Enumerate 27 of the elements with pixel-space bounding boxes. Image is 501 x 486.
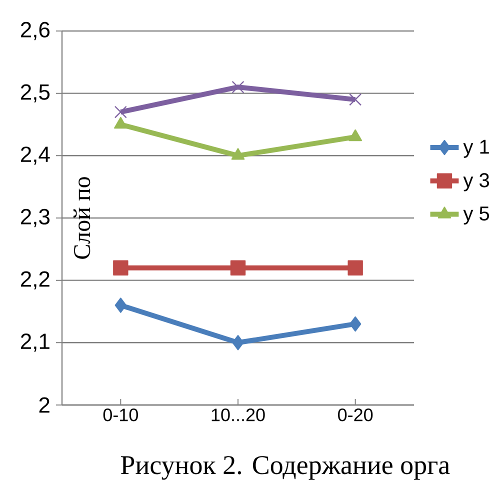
point (349, 316, 362, 332)
point (114, 298, 127, 313)
point (113, 260, 128, 276)
x-tick-label: 0-10 (103, 408, 138, 422)
y-tick-label: 2,6 (21, 22, 50, 40)
point (114, 106, 127, 118)
y-tick-label: 2,4 (21, 146, 50, 165)
point (232, 80, 244, 94)
point (232, 335, 244, 350)
point (348, 260, 363, 276)
x-tick-label: 10...20 (212, 408, 265, 422)
y-tick-label: 2,5 (21, 84, 50, 102)
legend-label: у 3 (463, 173, 489, 192)
point (231, 148, 245, 160)
point (348, 129, 362, 142)
y-axis-title: Слой по (73, 177, 90, 259)
y-tick-label: 2,3 (21, 208, 50, 228)
y-tick-label: 2,1 (21, 334, 50, 352)
x-tick-label: 0-20 (338, 408, 373, 422)
legend-label: у 1 (463, 140, 489, 158)
point (114, 116, 128, 129)
y-tick-label: 2,2 (21, 271, 50, 290)
point (349, 93, 362, 106)
y-tick-label: 2 (39, 397, 50, 413)
legend-label: у 5 (463, 206, 490, 225)
point (230, 260, 246, 276)
text: Рисунок 2. Содержание орга (120, 456, 450, 480)
